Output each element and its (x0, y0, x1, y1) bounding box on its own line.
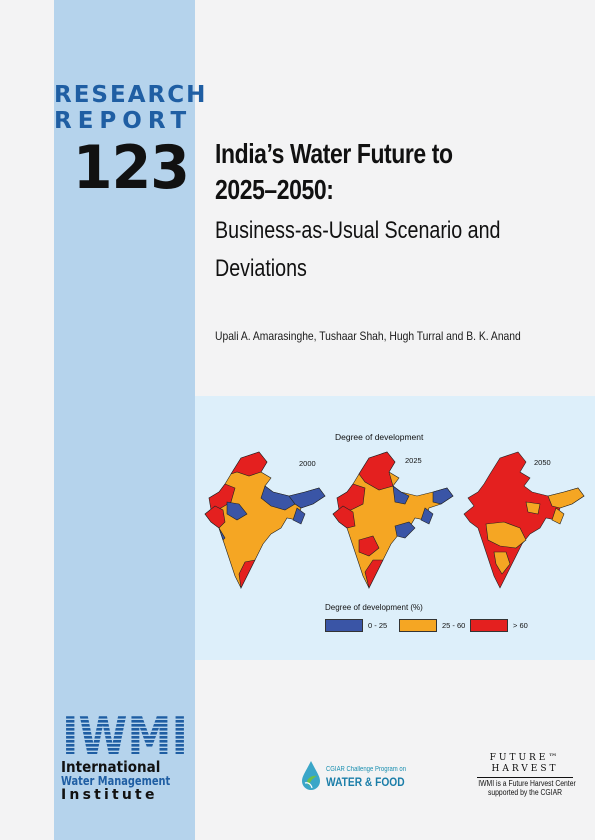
year-label-2050: 2050 (534, 458, 551, 467)
future-harvest-logo: FUTURE™ HARVEST IWMI is a Future Harvest… (470, 753, 580, 797)
india-map-2000 (204, 451, 326, 589)
series-label-report: REPORT (54, 108, 193, 134)
legend-label-high: > 60 (513, 620, 528, 630)
legend-swatch-medium (399, 618, 437, 632)
legend-item-low: 0 - 25 (325, 618, 387, 632)
challenge-program-line-1: CGIAR Challenge Program on (326, 766, 407, 773)
india-map-2025 (332, 451, 454, 589)
iwmi-line-1: International (61, 758, 161, 776)
title-line-2: 2025–2050: (215, 174, 334, 205)
legend-title: Degree of development (%) (325, 603, 423, 612)
future-harvest-line-1: FUTURE™ (489, 753, 561, 763)
water-drop-icon (302, 761, 320, 790)
figure-title: Degree of development (335, 432, 424, 442)
future-harvest-divider (477, 777, 573, 778)
india-map-2050 (463, 451, 585, 589)
year-label-2025: 2025 (405, 456, 422, 465)
challenge-program-logo: CGIAR Challenge Program on WATER & FOOD (298, 757, 418, 793)
iwmi-wordmark-icon: IWMI (62, 708, 188, 758)
report-subtitle: Business-as-Usual Scenario and Deviation… (215, 212, 501, 288)
iwmi-mark-text: IWMI (62, 708, 188, 758)
future-harvest-line-2: HARVEST (491, 764, 559, 774)
future-harvest-line-4: supported by the CGIAR (487, 788, 563, 797)
legend-item-high: > 60 (470, 618, 528, 632)
legend-label-low: 0 - 25 (368, 620, 388, 630)
report-number: 123 (72, 133, 190, 203)
year-label-2000: 2000 (299, 459, 316, 468)
legend-swatch-low (325, 618, 363, 632)
authors: Upali A. Amarasinghe, Tushaar Shah, Hugh… (215, 329, 521, 343)
iwmi-line-2: Water Management (61, 774, 171, 788)
cover-figure: Degree of development 2000 2025 2050 (195, 396, 595, 660)
series-label-research: RESEARCH (54, 82, 208, 108)
subtitle-line-2: Deviations (215, 255, 307, 282)
subtitle-line-1: Business-as-Usual Scenario and (215, 217, 501, 244)
side-band (54, 0, 195, 840)
legend-item-medium: 25 - 60 (399, 618, 465, 632)
future-harvest-line-3: IWMI is a Future Harvest Center (478, 779, 576, 788)
legend-swatch-high (470, 618, 508, 632)
iwmi-logo: IWMI International Water Management Inst… (61, 708, 189, 803)
legend-label-medium: 25 - 60 (442, 620, 466, 630)
challenge-program-line-2: WATER & FOOD (326, 775, 405, 789)
iwmi-line-3: Institute (61, 787, 158, 803)
title-line-1: India’s Water Future to (215, 138, 453, 169)
report-title: India’s Water Future to 2025–2050: (215, 136, 453, 208)
